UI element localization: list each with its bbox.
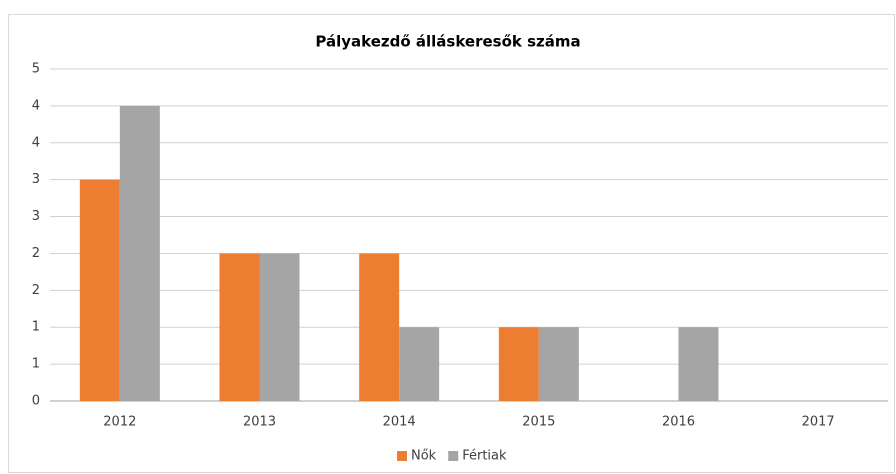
y-tick-label: 2	[32, 283, 40, 298]
legend-swatch	[397, 451, 407, 461]
x-tick-label: 2012	[103, 415, 136, 430]
bar	[538, 327, 579, 401]
y-tick-label: 0	[32, 394, 40, 409]
chart-title: Pályakezdő álláskeresők száma	[315, 33, 580, 51]
x-tick-label: 2016	[662, 415, 695, 430]
bar	[678, 327, 719, 401]
bar	[259, 253, 300, 401]
legend-label: Fértiak	[462, 449, 507, 464]
bar	[399, 327, 440, 401]
x-tick-label: 2017	[802, 415, 835, 430]
y-tick-label: 3	[32, 172, 40, 187]
bar	[359, 253, 400, 401]
y-tick-label: 4	[32, 135, 40, 150]
bar	[498, 327, 539, 401]
bar	[79, 179, 120, 401]
y-tick-label: 4	[32, 98, 40, 113]
y-tick-label: 1	[32, 320, 40, 335]
x-tick-label: 2014	[383, 415, 416, 430]
y-tick-label: 3	[32, 209, 40, 224]
y-tick-label: 5	[32, 62, 40, 77]
legend-swatch	[448, 451, 459, 461]
x-tick-label: 2015	[522, 415, 555, 430]
bar	[119, 105, 160, 401]
x-tick-label: 2013	[243, 415, 276, 430]
y-tick-label: 1	[32, 357, 40, 372]
y-tick-label: 2	[32, 246, 40, 261]
bar	[219, 253, 260, 401]
legend-label: Nők	[411, 449, 437, 464]
